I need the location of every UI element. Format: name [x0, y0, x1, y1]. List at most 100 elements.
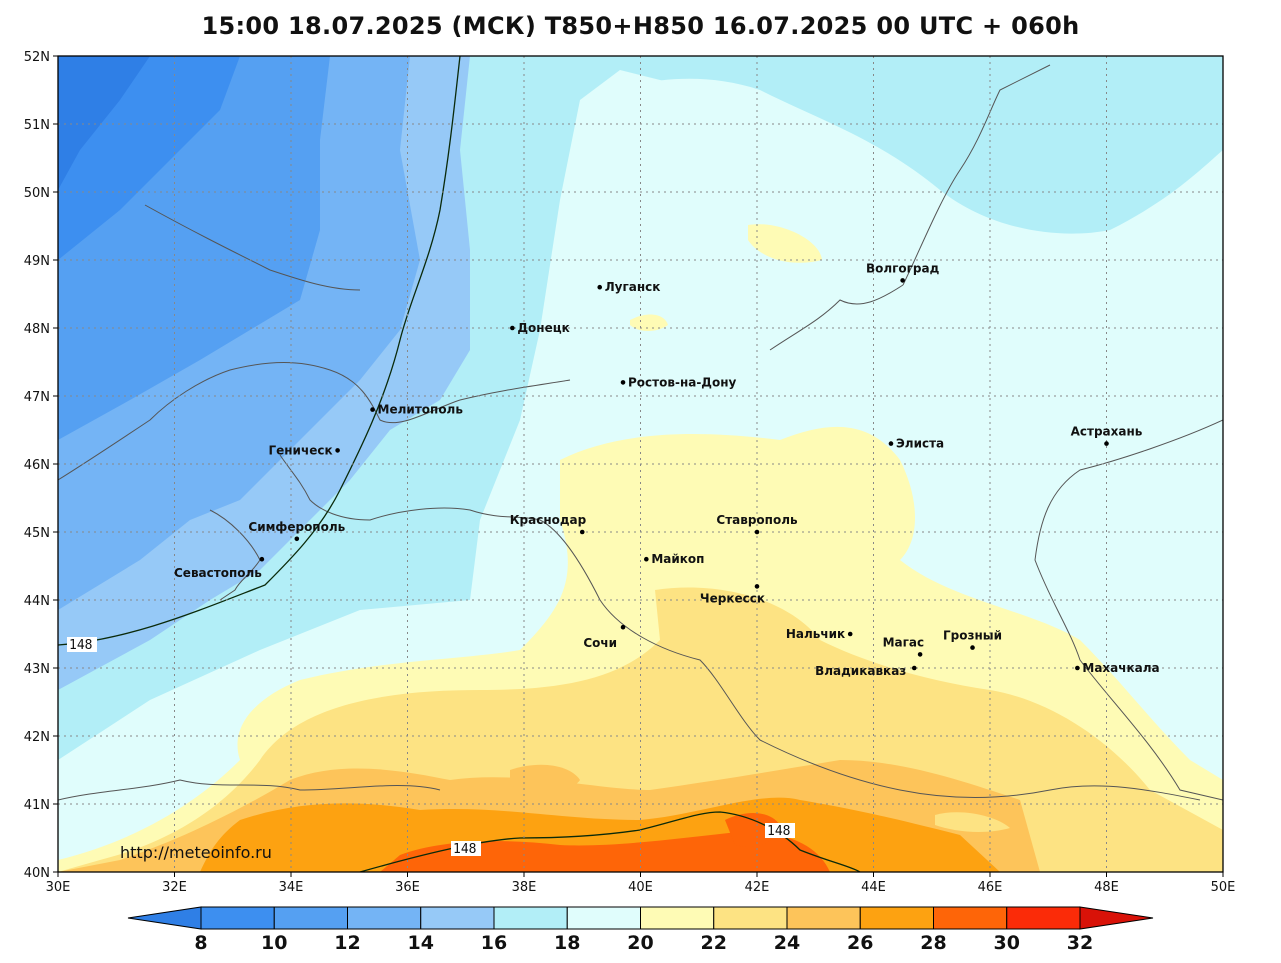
lon-tick-label: 34E [279, 880, 304, 895]
lon-tick-label: 32E [162, 880, 187, 895]
lat-tick-label: 40N [24, 866, 50, 881]
colorbar-cell [420, 906, 495, 930]
lat-tick-label: 43N [24, 662, 50, 677]
colorbar-label: 16 [481, 932, 507, 954]
lon-tick-label: 38E [512, 880, 537, 895]
city-label: Махачкала [1082, 661, 1159, 675]
colorbar-label: 22 [701, 932, 727, 954]
colorbar-label: 26 [847, 932, 873, 954]
city-markers: Волгоград Луганск Донецк Ростов-на-Дону Мели… [174, 261, 1160, 678]
lat-tick-label: 44N [24, 594, 50, 609]
city-label: Магас [883, 635, 925, 649]
lat-tick-label: 51N [24, 118, 50, 133]
lat-tick-label: 45N [24, 526, 50, 541]
colorbar-label: 8 [194, 932, 207, 954]
colorbar-cell [347, 906, 422, 930]
city-dot [294, 536, 300, 542]
contour-label: 148 [453, 842, 476, 857]
lon-tick-label: 46E [978, 880, 1003, 895]
city-dot [370, 407, 375, 412]
city-label: Ставрополь [716, 513, 798, 527]
city-dot [644, 556, 649, 562]
city-label: Севастополь [174, 566, 262, 580]
lat-tick-label: 50N [24, 186, 50, 201]
city-dot [620, 624, 626, 630]
colorbar-cell [713, 906, 788, 930]
colorbar-cell [640, 906, 715, 930]
city-dot [911, 665, 917, 671]
lat-tick-label: 47N [24, 390, 50, 405]
city-label: Владикавказ [815, 664, 906, 678]
lat-tick-label: 49N [24, 254, 50, 269]
lat-tick-label: 41N [24, 798, 50, 813]
city-dot [754, 529, 760, 535]
city-dot [597, 284, 603, 290]
lon-tick-label: 44E [861, 880, 886, 895]
latitude-axis: 40N 41N 42N 43N 44N 45N 46N 47N 48N 49N 50N 51N 52N [24, 50, 58, 881]
coastlines [58, 64, 1223, 801]
city-dot [1075, 665, 1080, 671]
colorbar-label: 20 [627, 932, 653, 954]
colorbar-label: 12 [334, 932, 360, 954]
city-dot [847, 631, 853, 637]
city-label: Волгоград [866, 261, 940, 275]
lat-tick-label: 52N [24, 50, 50, 65]
lon-tick-label: 50E [1211, 880, 1236, 895]
city-dot [917, 652, 923, 657]
colorbar-label: 28 [920, 932, 946, 954]
city-label: Ростов-на-Дону [628, 375, 737, 389]
map-title: 15:00 18.07.2025 (МСК) T850+H850 16.07.2… [201, 12, 1080, 40]
lon-tick-label: 48E [1094, 880, 1119, 895]
city-dot [888, 441, 894, 446]
lat-tick-label: 48N [24, 322, 50, 337]
colorbar-cell [786, 906, 861, 930]
graticule [58, 56, 1223, 872]
city-label: Геническ [268, 443, 332, 457]
colorbar-cell [273, 906, 348, 930]
city-label: Донецк [517, 321, 569, 335]
colorbar-cell [1006, 906, 1081, 930]
city-label: Луганск [605, 280, 661, 294]
colorbar-cell [200, 906, 275, 930]
colorbar-cell [127, 906, 202, 930]
isohypse-lines [58, 56, 861, 872]
city-label: Черкесск [700, 591, 765, 605]
colorbar-cell [493, 906, 568, 930]
city-dot [1104, 441, 1109, 446]
colorbar-label: 30 [994, 932, 1020, 954]
city-label: Майкоп [651, 552, 704, 566]
city-label: Симферополь [248, 520, 345, 534]
city-label: Сочи [583, 636, 617, 650]
city-dot [259, 556, 265, 562]
city-label: Грозный [943, 629, 1002, 643]
city-dot [754, 584, 760, 589]
city-label: Краснодар [510, 513, 587, 527]
lon-tick-label: 42E [745, 880, 770, 895]
colorbar-label: 32 [1067, 932, 1093, 954]
colorbar-cell [566, 906, 641, 930]
lon-tick-label: 40E [628, 880, 653, 895]
city-label: Элиста [896, 437, 944, 451]
colorbar-cell [859, 906, 934, 930]
lon-tick-label: 36E [395, 880, 420, 895]
city-dot [579, 529, 585, 535]
contour-labels: 148 148 148 [67, 637, 795, 857]
city-dot [620, 380, 626, 385]
colorbar-cell [933, 906, 1008, 930]
colorbar: 8 10 12 14 16 18 20 22 24 26 28 30 32 [127, 906, 1154, 954]
source-url: http://meteoinfo.ru [120, 843, 272, 862]
lat-tick-label: 42N [24, 730, 50, 745]
contour-label: 148 [69, 638, 92, 653]
city-label: Мелитополь [378, 403, 464, 417]
city-label: Нальчик [786, 627, 845, 641]
colorbar-label: 10 [261, 932, 287, 954]
city-dot [970, 645, 975, 650]
city-dot [335, 448, 340, 453]
colorbar-label: 18 [554, 932, 580, 954]
longitude-axis: 30E 32E 34E 36E 38E 40E 42E 44E 46E 48E 50E [46, 872, 1236, 895]
city-label: Астрахань [1071, 425, 1143, 439]
colorbar-label: 24 [774, 932, 800, 954]
lon-tick-label: 30E [46, 880, 71, 895]
colorbar-label: 14 [408, 932, 434, 954]
